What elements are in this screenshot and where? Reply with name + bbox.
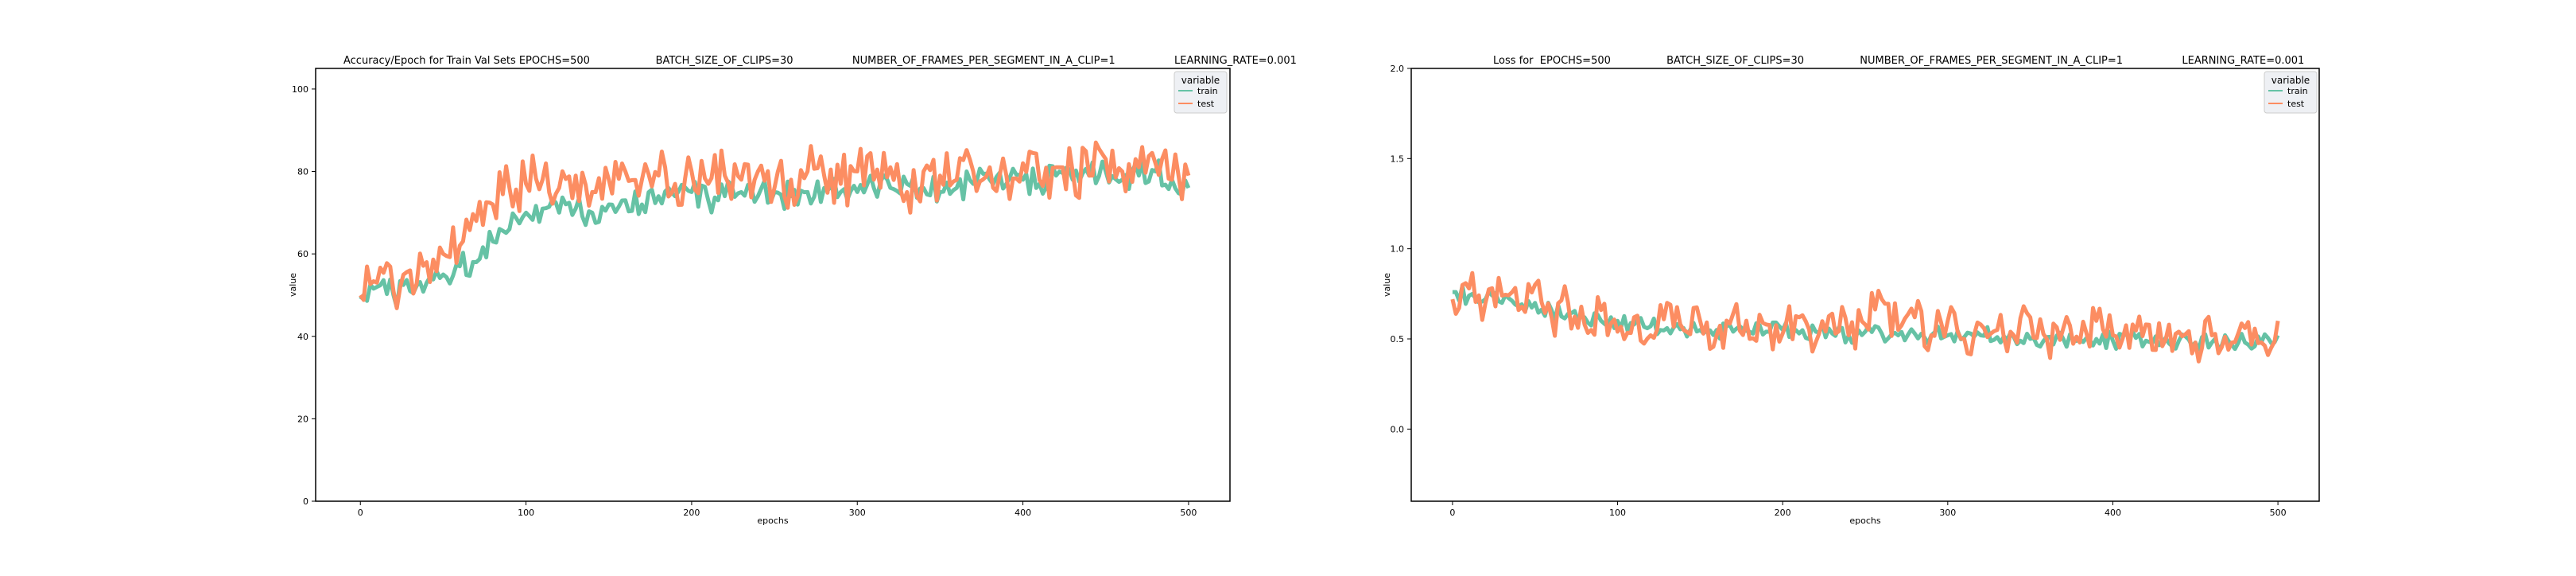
loss-chart-title: Loss for EPOCHS=500 BATCH_SIZE_OF_CLIPS=…: [1493, 55, 2304, 67]
loss-x-tick-label: 0: [1449, 508, 1455, 518]
accuracy-lines: [359, 140, 1191, 310]
loss-y-tick-label: 0.5: [1391, 334, 1405, 344]
loss-legend: variable train test: [2264, 71, 2318, 114]
accuracy-y-tick-label: 0: [303, 496, 308, 507]
accuracy-series-test: [359, 140, 1191, 310]
loss-legend-label-train: train: [2287, 86, 2308, 96]
loss-legend-title: variable: [2271, 75, 2310, 86]
loss-x-tick-label: 500: [2270, 508, 2287, 518]
loss-y-tick-label: 0.0: [1391, 424, 1405, 434]
loss-x-tick-label: 100: [1609, 508, 1626, 518]
accuracy-chart-title: Accuracy/Epoch for Train Val Sets EPOCHS…: [343, 55, 1297, 67]
accuracy-x-tick-label: 400: [1014, 508, 1031, 518]
accuracy-y-tick-label: 100: [292, 84, 308, 95]
loss-series-train: [1452, 283, 2280, 352]
loss-legend-label-test: test: [2287, 99, 2305, 109]
accuracy-legend: variable train test: [1174, 71, 1228, 114]
accuracy-plot-frame: [315, 68, 1231, 502]
accuracy-y-tick-label: 60: [297, 249, 308, 259]
accuracy-legend-label-test: test: [1197, 99, 1215, 109]
accuracy-y-tick-label: 80: [297, 167, 308, 177]
accuracy-x-axis-label: epochs: [757, 516, 788, 526]
loss-y-tick-label: 1.5: [1391, 154, 1405, 164]
loss-y-tick-label: 2.0: [1391, 64, 1405, 74]
accuracy-x-tick-label: 500: [1180, 508, 1197, 518]
accuracy-x-tick-label: 300: [849, 508, 866, 518]
loss-lines: [1450, 270, 2280, 364]
accuracy-ticks: 0 100 200 300 400 500 0 20 40 60 80 100: [292, 84, 1197, 518]
accuracy-x-tick-label: 0: [358, 508, 363, 518]
loss-legend-entries: train test: [2268, 86, 2308, 109]
accuracy-chart: Accuracy/Epoch for Train Val Sets EPOCHS…: [288, 55, 1297, 526]
loss-plot-frame: [1410, 68, 2320, 502]
loss-x-tick-label: 400: [2105, 508, 2121, 518]
loss-ticks: 0 100 200 300 400 500 0.0 0.5 1.0 1.5 2.0: [1391, 64, 2287, 518]
loss-x-tick-label: 200: [1775, 508, 1791, 518]
accuracy-legend-label-train: train: [1197, 86, 1218, 96]
accuracy-y-tick-label: 40: [297, 332, 308, 342]
accuracy-x-tick-label: 200: [683, 508, 700, 518]
loss-x-axis-label: epochs: [1849, 516, 1880, 526]
accuracy-legend-title: variable: [1181, 75, 1220, 86]
loss-y-tick-label: 1.0: [1391, 244, 1405, 255]
accuracy-y-axis-label: value: [288, 273, 298, 297]
loss-y-axis-label: value: [1382, 273, 1392, 297]
loss-series-test: [1450, 270, 2280, 364]
accuracy-y-tick-label: 20: [297, 414, 308, 424]
loss-x-tick-label: 300: [1939, 508, 1956, 518]
accuracy-x-tick-label: 100: [518, 508, 534, 518]
loss-chart: Loss for EPOCHS=500 BATCH_SIZE_OF_CLIPS=…: [1382, 55, 2320, 526]
accuracy-legend-entries: train test: [1178, 86, 1218, 109]
